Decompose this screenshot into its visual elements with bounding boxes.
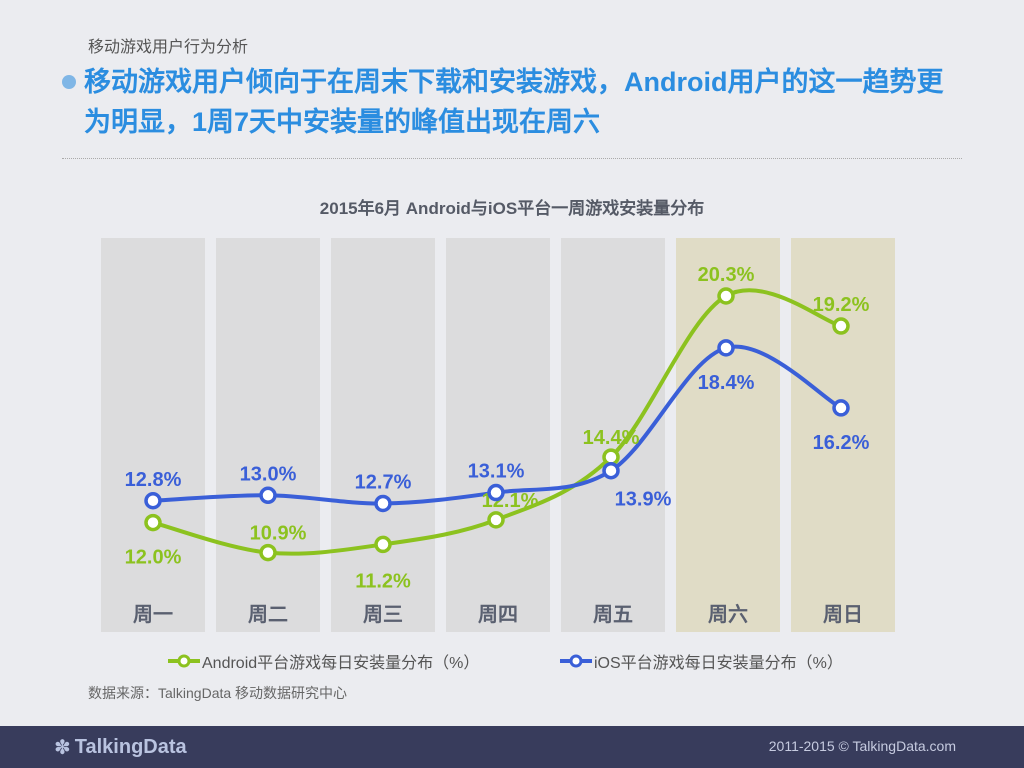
android-data-label: 14.4% [583, 427, 640, 449]
ios-data-label: 12.8% [125, 469, 182, 491]
legend-label: Android平台游戏每日安装量分布（%） [202, 655, 480, 672]
android-point [832, 317, 850, 335]
android-point [259, 543, 277, 562]
chart-title: 2015年6月 Android与iOS平台一周游戏安装量分布 [320, 198, 704, 218]
footer-logo: ✽ TalkingData [54, 735, 187, 760]
chart: 2015年6月 Android与iOS平台一周游戏安装量分布 周一 周二 周三 周四 周… [101, 198, 895, 632]
legend-android: Android平台游戏每日安装量分布（%） [168, 649, 479, 673]
ios-point [259, 486, 277, 505]
ios-data-label: 13.9% [615, 489, 672, 511]
day-label: 周一 [133, 604, 173, 626]
section-title: 移动游戏用户行为分析 [88, 39, 249, 56]
ios-point [374, 494, 392, 513]
bullet-icon [62, 75, 76, 89]
day-label: 周四 [478, 604, 518, 626]
ios-point [717, 339, 735, 357]
day-label: 周三 [363, 604, 403, 626]
android-point [717, 287, 735, 305]
android-point [144, 513, 162, 532]
day-label: 周五 [593, 604, 633, 626]
ios-point [144, 492, 162, 510]
ios-point [487, 483, 505, 502]
android-point [487, 511, 505, 529]
legend-label: iOS平台游戏每日安装量分布（%） [594, 655, 843, 672]
ios-data-label: 13.1% [468, 461, 525, 483]
android-data-label: 12.0% [125, 547, 182, 569]
day-column [331, 238, 435, 632]
day-column [216, 238, 320, 632]
android-data-label: 19.2% [813, 294, 870, 316]
ios-data-label: 16.2% [813, 432, 870, 454]
android-legend-icon [168, 654, 200, 668]
ios-data-label: 18.4% [698, 372, 755, 394]
android-point [374, 535, 392, 554]
day-column [446, 238, 550, 632]
data-source: 数据来源：TalkingData 移动数据研究中心 [88, 685, 348, 701]
day-label: 周日 [823, 604, 863, 626]
android-data-label: 11.2% [355, 570, 411, 592]
ios-point [602, 461, 620, 480]
android-data-label: 20.3% [698, 264, 755, 286]
ios-data-label: 13.0% [240, 463, 297, 485]
day-label: 周六 [708, 603, 748, 626]
divider [62, 158, 962, 159]
legend-ios: iOS平台游戏每日安装量分布（%） [560, 649, 843, 673]
ios-legend-icon [560, 654, 592, 668]
headline: 移动游戏用户倾向于在周末下载和安装游戏，Android用户的这一趋势更为明显，1… [84, 67, 944, 137]
android-data-label: 10.9% [250, 523, 307, 545]
logo-icon: ✽ [54, 737, 71, 759]
ios-point [832, 399, 850, 417]
footer: ✽ TalkingData 2011-2015 © TalkingData.co… [0, 726, 1024, 768]
day-label: 周二 [248, 604, 288, 626]
day-column [791, 238, 895, 632]
copyright: 2011-2015 © TalkingData.com [768, 738, 956, 754]
logo-text: TalkingData [74, 736, 187, 758]
day-column [101, 238, 205, 632]
ios-data-label: 12.7% [355, 471, 412, 493]
